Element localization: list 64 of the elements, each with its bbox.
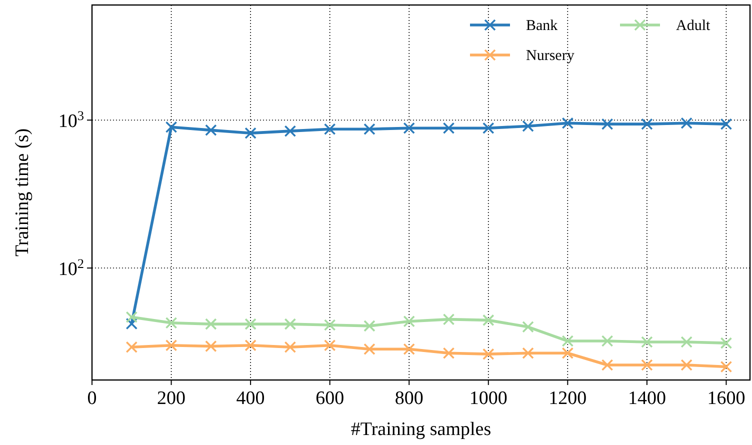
y-tick-label: 10$^{3}$ [58,108,84,132]
point [165,121,178,133]
point [284,341,296,354]
point [364,343,376,356]
point [680,359,692,371]
point [680,117,692,130]
point [205,340,217,352]
point [324,123,336,136]
point [562,117,574,130]
point [562,347,574,359]
point [522,120,534,132]
x-tick-label: 0 [87,388,97,409]
point [482,122,494,134]
point [403,343,416,356]
legend-label: Adult [676,18,711,34]
point [324,339,336,352]
point [680,336,692,348]
x-tick-label: 1600 [707,388,746,409]
point [284,125,296,137]
point [244,318,256,330]
point [641,359,653,371]
point [403,122,416,134]
y-tick-label: 10$^{2}$ [58,256,84,280]
legend-label: Nursery [526,48,575,64]
point [720,118,732,130]
point [442,313,455,326]
y-axis-title: Training time (s) [12,128,33,257]
point [244,339,256,352]
point [601,359,614,371]
point [442,347,455,359]
point [442,122,455,134]
point [364,123,376,136]
x-axis-title: #Training samples [350,419,492,440]
point [126,341,138,354]
point [601,118,614,130]
point [641,118,653,130]
point [720,337,732,349]
x-tick-label: 1400 [628,388,666,409]
point [482,348,494,360]
point [364,320,376,332]
legend-label: Bank [526,18,558,34]
point [403,315,416,328]
point [522,320,534,333]
point [482,314,494,326]
point [205,318,217,330]
point [324,319,336,331]
point [165,316,178,329]
point [126,318,138,330]
point [205,124,217,136]
point [284,318,296,330]
point [165,339,178,352]
point [126,311,138,323]
x-tick-label: 1200 [548,388,587,409]
point [601,335,614,347]
point [522,347,534,359]
x-tick-label: 800 [394,388,424,409]
point [562,335,574,347]
point [641,336,653,348]
x-tick-label: 200 [157,388,186,409]
point [244,127,256,139]
x-tick-label: 1000 [469,388,508,409]
point [720,360,732,373]
x-tick-label: 600 [316,388,344,409]
x-tick-label: 400 [236,388,265,409]
